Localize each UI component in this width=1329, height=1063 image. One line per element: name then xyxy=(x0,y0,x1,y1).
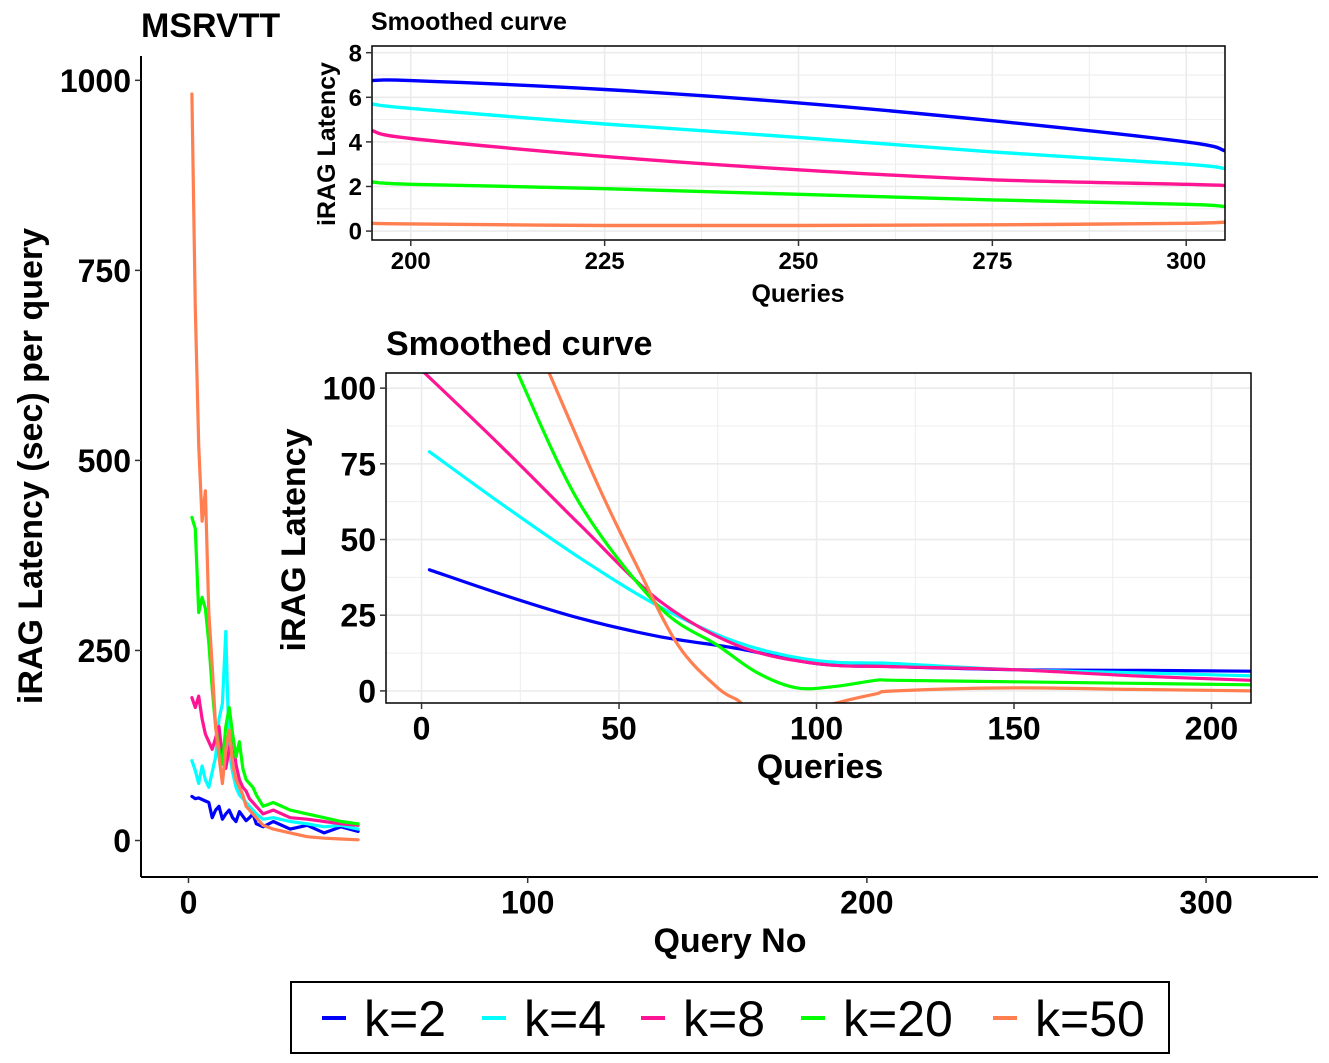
series-line-k4 xyxy=(190,629,360,831)
x-tick-label: 275 xyxy=(972,248,1012,275)
x-tick-label: 225 xyxy=(585,248,625,275)
x-tick-label: 100 xyxy=(790,710,843,746)
inset-bottom-frame xyxy=(385,372,1252,704)
series-line-k50 xyxy=(372,220,1225,228)
inset-bottom-title: Smoothed curve xyxy=(386,325,652,363)
y-tick-label: 2 xyxy=(349,174,362,201)
main-series-lines xyxy=(190,92,360,842)
series-line-k8 xyxy=(372,129,1225,188)
x-tick-label: 100 xyxy=(501,884,554,920)
series-line-k50 xyxy=(190,92,360,842)
x-tick-label: 200 xyxy=(1185,710,1238,746)
series-line-k20 xyxy=(515,373,1251,691)
y-tick-label: 4 xyxy=(349,130,363,157)
x-tick-label: 150 xyxy=(987,710,1040,746)
series-line-k20 xyxy=(190,515,360,826)
y-tick-label: 0 xyxy=(349,219,362,246)
legend-label: k=4 xyxy=(524,991,606,1047)
inset-top-title: Smoothed curve xyxy=(371,8,567,36)
inset-bottom-plot: Smoothed curve 0 50 100 150 200 0 25 50 75 100 Qu… xyxy=(275,325,1252,786)
series-line-k4 xyxy=(427,450,1251,678)
y-tick-label: 750 xyxy=(78,253,131,289)
legend-label: k=50 xyxy=(1035,991,1145,1047)
inset-top-plot: Smoothed curve 200 225 250 275 300 0 2 4 6 8 Quer… xyxy=(313,8,1226,308)
y-tick-label: 500 xyxy=(78,443,131,479)
x-tick-label: 200 xyxy=(840,884,893,920)
x-tick-label: 0 xyxy=(413,710,431,746)
series-line-k2 xyxy=(190,794,360,835)
series-line-k20 xyxy=(372,180,1225,209)
x-tick-label: 300 xyxy=(1166,248,1206,275)
y-tick-label: 100 xyxy=(323,371,376,407)
y-tick-label: 1000 xyxy=(60,63,131,99)
series-line-k50 xyxy=(547,373,1251,703)
x-tick-label: 250 xyxy=(778,248,818,275)
y-tick-label: 8 xyxy=(349,40,362,67)
inset-top-series-lines xyxy=(372,78,1225,228)
legend-label: k=2 xyxy=(364,991,446,1047)
series-line-k4 xyxy=(372,102,1225,171)
legend-label: k=20 xyxy=(843,991,953,1047)
y-tick-label: 0 xyxy=(358,673,376,709)
series-line-k2 xyxy=(372,78,1225,153)
inset-bottom-y-axis-label: iRAG Latency xyxy=(275,428,313,651)
series-line-k8 xyxy=(422,373,1251,682)
y-tick-label: 25 xyxy=(340,598,376,634)
inset-top-grid xyxy=(372,46,1225,240)
x-tick-label: 0 xyxy=(180,884,198,920)
x-tick-label: 300 xyxy=(1179,884,1232,920)
inset-bottom-x-axis-label: Queries xyxy=(757,748,884,786)
y-tick-label: 6 xyxy=(349,85,362,112)
y-tick-label: 0 xyxy=(113,823,131,859)
main-x-axis-label: Query No xyxy=(653,922,806,960)
y-tick-label: 250 xyxy=(78,633,131,669)
main-title: MSRVTT xyxy=(141,7,280,45)
series-line-k8 xyxy=(190,694,360,827)
legend: k=2 k=4 k=8 k=20 k=50 xyxy=(290,981,1170,1054)
y-tick-label: 75 xyxy=(340,446,376,482)
y-tick-label: 50 xyxy=(340,522,376,558)
inset-bottom-series-lines xyxy=(422,373,1251,703)
inset-bottom-tick-labels: 0 50 100 150 200 0 25 50 75 100 xyxy=(323,371,1239,747)
inset-top-y-axis-label: iRAG Latency xyxy=(313,62,341,226)
inset-bottom-background xyxy=(386,373,1251,703)
legend-box xyxy=(290,981,1170,1054)
inset-top-tick-labels: 200 225 250 275 300 0 2 4 6 8 xyxy=(349,40,1207,274)
inset-top-x-axis-label: Queries xyxy=(751,280,844,308)
inset-bottom-grid xyxy=(386,373,1251,703)
legend-label: k=8 xyxy=(683,991,765,1047)
x-tick-label: 200 xyxy=(391,248,431,275)
x-tick-label: 50 xyxy=(601,710,637,746)
legend-items: k=2 k=4 k=8 k=20 k=50 xyxy=(322,991,1145,1047)
main-y-axis-label: iRAG Latency (sec) per query xyxy=(12,228,50,704)
